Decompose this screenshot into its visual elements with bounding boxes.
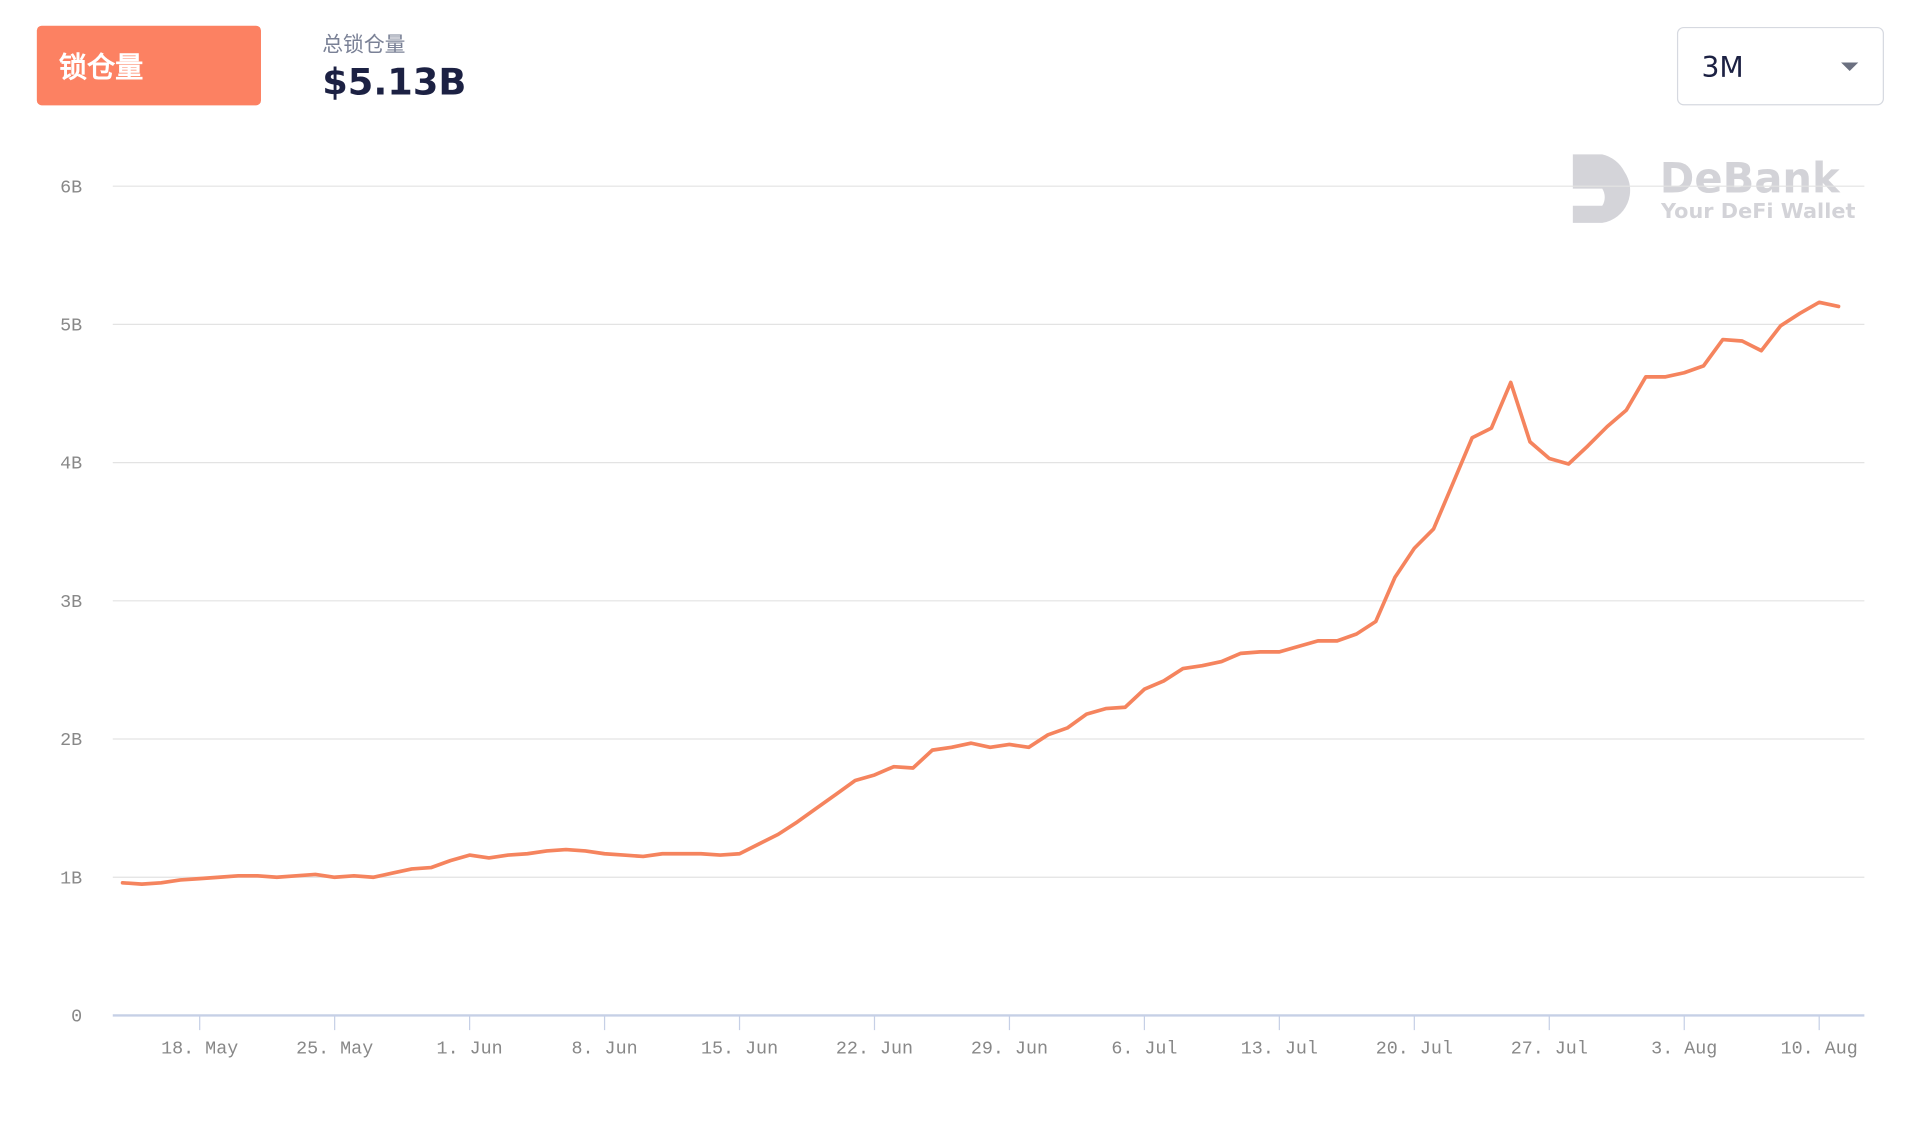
y-tick-label: 6B <box>60 177 82 198</box>
range-select[interactable] <box>1676 26 1884 106</box>
watermark: DeBank Your DeFi Wallet <box>1572 153 1855 223</box>
x-tick-label: 1. Jun <box>437 1038 503 1059</box>
watermark-tagline: Your DeFi Wallet <box>1660 199 1855 223</box>
x-tick-label: 10. Aug <box>1781 1038 1858 1059</box>
y-tick-label: 1B <box>60 868 82 889</box>
x-tick-label: 22. Jun <box>836 1038 913 1059</box>
tvl-button-label[interactable]: 锁仓量 <box>59 51 143 84</box>
x-tick-label: 29. Jun <box>971 1038 1048 1059</box>
x-tick-label: 13. Jul <box>1241 1038 1318 1059</box>
x-tick-label: 6. Jul <box>1111 1038 1177 1059</box>
watermark-brand: DeBank <box>1660 153 1841 202</box>
range-select-value[interactable]: 3M <box>1701 51 1743 84</box>
x-tick-label: 27. Jul <box>1511 1038 1588 1059</box>
y-tick-label: 2B <box>60 730 82 751</box>
y-tick-label: 5B <box>60 316 82 337</box>
x-tick-label: 15. Jun <box>701 1038 778 1059</box>
metric-label: 总锁仓量 <box>322 32 405 56</box>
watermark-logo <box>1572 154 1631 223</box>
metric-value: $5.13B <box>322 60 466 103</box>
tvl-button[interactable] <box>36 25 261 106</box>
x-tick-label: 18. May <box>161 1038 238 1059</box>
dropdown-arrow[interactable] <box>1841 62 1859 72</box>
plot: 0 1B 2B 3B 4B 5B 6B 18. May 25. May 1. Jun 8. Jun 1… <box>60 177 1865 1059</box>
y-tick-label: 0 <box>71 1007 82 1028</box>
x-tick-label: 25. May <box>296 1038 373 1059</box>
x-tick-label: 3. Aug <box>1651 1038 1717 1059</box>
y-tick-label: 4B <box>60 454 82 475</box>
x-tick-label: 20. Jul <box>1376 1038 1453 1059</box>
x-tick-label: 8. Jun <box>572 1038 638 1059</box>
y-tick-label: 3B <box>60 592 82 613</box>
series-line <box>120 300 1841 886</box>
